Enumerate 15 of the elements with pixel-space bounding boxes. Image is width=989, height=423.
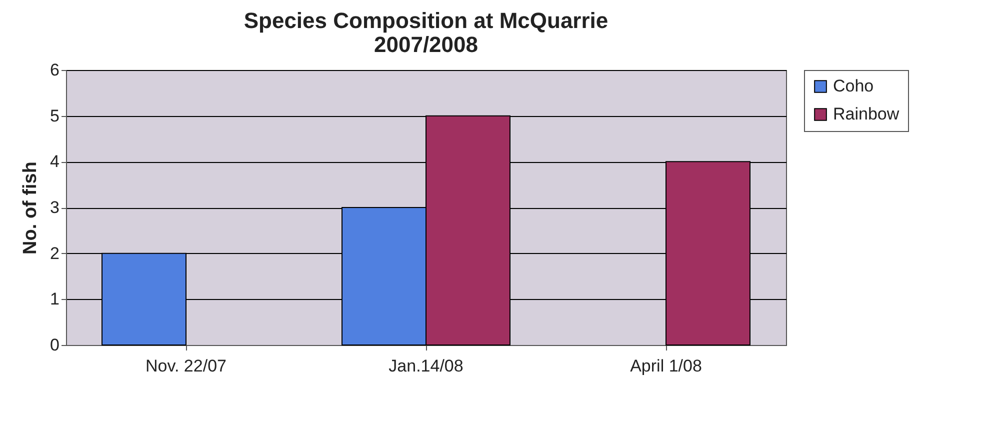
y-tick-label: 5 xyxy=(50,106,60,126)
x-tick-label: Jan.14/08 xyxy=(388,356,464,376)
legend-label: Coho xyxy=(833,76,874,96)
legend-label: Rainbow xyxy=(833,104,900,124)
y-tick-label: 0 xyxy=(50,336,60,354)
text: 2007/2008 xyxy=(374,32,478,57)
y-tick-label: 2 xyxy=(50,244,60,263)
x-tick-label: Nov. 22/07 xyxy=(146,356,226,376)
y-tick-label: 4 xyxy=(50,152,60,172)
text: Species Composition at McQuarrie xyxy=(244,8,608,33)
y-axis-title: No. of fish xyxy=(20,162,42,254)
y-tick-label: 6 xyxy=(50,60,60,80)
y-tick-label: 3 xyxy=(50,198,60,217)
x-tick-label: April 1/08 xyxy=(630,356,702,376)
y-tick-label: 1 xyxy=(50,290,60,309)
